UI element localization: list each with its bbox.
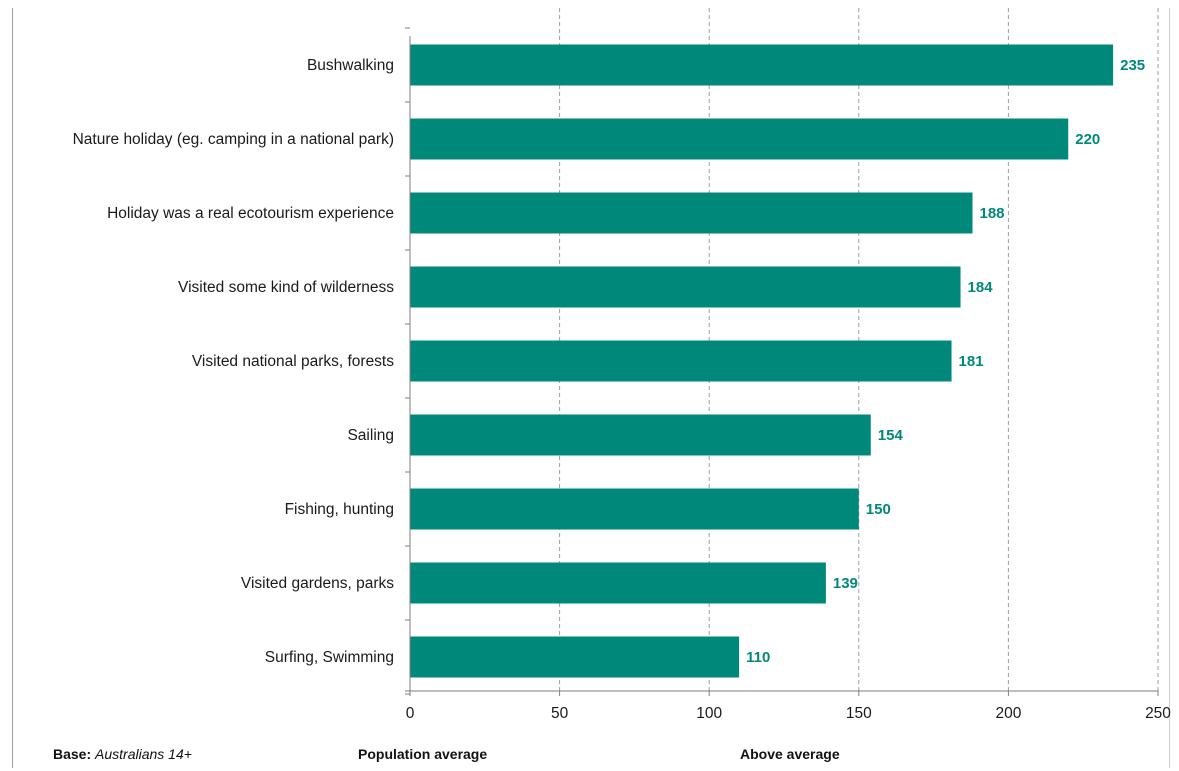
category-label-6: Fishing, hunting xyxy=(285,501,394,518)
data-label-0: 235 xyxy=(1120,57,1145,74)
data-label-3: 184 xyxy=(968,279,994,296)
data-label-7: 139 xyxy=(833,575,858,592)
chart-frame: Bushwalking 235 Nature holiday (eg. campin… xyxy=(12,8,1171,768)
x-tick-label-100: 100 xyxy=(696,705,722,722)
data-label-5: 154 xyxy=(878,427,904,444)
bars xyxy=(410,44,1114,678)
category-label-2: Holiday was a real ecotourism experience xyxy=(107,205,394,222)
data-label-6: 150 xyxy=(866,501,891,518)
category-label-0: Bushwalking xyxy=(307,57,394,74)
bar-4 xyxy=(410,340,952,382)
category-label-5: Sailing xyxy=(347,427,394,444)
bar-8 xyxy=(410,636,740,678)
x-tick-label-0: 0 xyxy=(406,705,415,722)
axes xyxy=(405,27,1159,696)
x-tick-label-200: 200 xyxy=(995,705,1021,722)
labels: Bushwalking 235 Nature holiday (eg. campin… xyxy=(73,57,1171,722)
category-label-8: Surfing, Swimming xyxy=(265,649,394,666)
bar-3 xyxy=(410,266,961,308)
bar-7 xyxy=(410,562,826,604)
bar-6 xyxy=(410,488,859,530)
bar-1 xyxy=(410,118,1069,160)
data-label-1: 220 xyxy=(1075,131,1100,148)
data-label-4: 181 xyxy=(959,353,984,370)
bar-0 xyxy=(410,44,1114,86)
data-label-2: 188 xyxy=(979,205,1004,222)
category-label-7: Visited gardens, parks xyxy=(241,575,394,592)
base-value: Australians 14+ xyxy=(95,746,192,762)
population-average-label: Population average xyxy=(358,746,488,762)
base-note: Base: Australians 14+ xyxy=(53,746,192,762)
x-tick-label-150: 150 xyxy=(846,705,872,722)
bar-5 xyxy=(410,414,871,456)
category-label-1: Nature holiday (eg. camping in a nationa… xyxy=(73,131,394,148)
x-tick-label-250: 250 xyxy=(1145,705,1171,722)
bar-chart: Bushwalking 235 Nature holiday (eg. campin… xyxy=(73,8,1171,722)
x-tick-label-50: 50 xyxy=(551,705,569,722)
category-label-4: Visited national parks, forests xyxy=(192,353,394,370)
category-label-3: Visited some kind of wilderness xyxy=(178,279,394,296)
data-label-8: 110 xyxy=(746,649,770,666)
bar-2 xyxy=(410,192,973,234)
above-average-label: Above average xyxy=(740,746,840,762)
base-label: Base: xyxy=(53,746,92,762)
